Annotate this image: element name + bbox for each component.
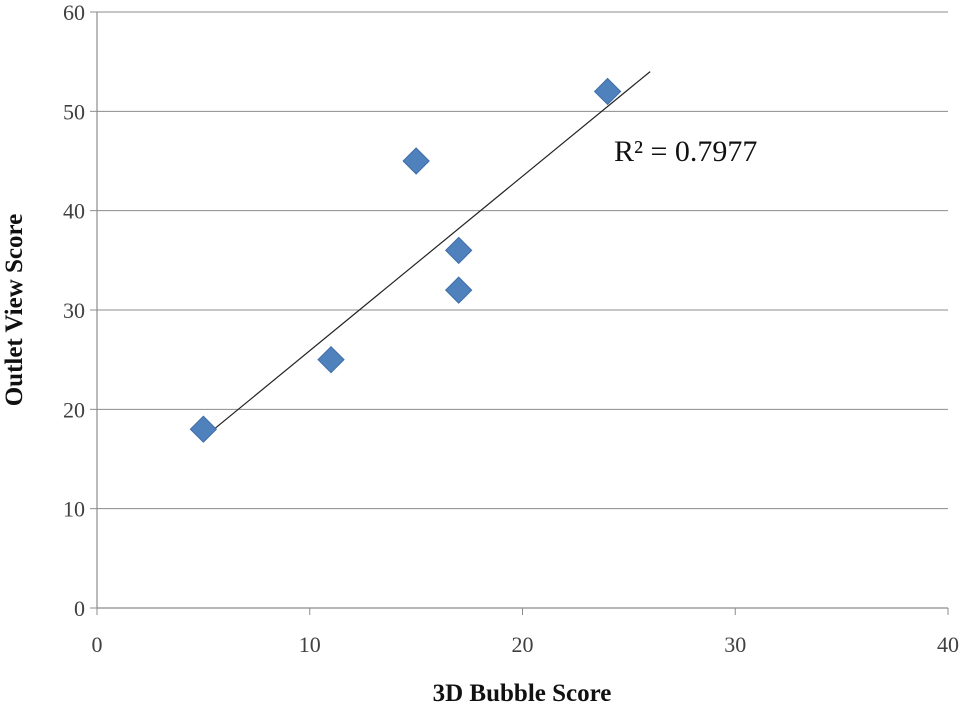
y-tick-label: 40: [63, 199, 85, 224]
trendline: [213, 71, 651, 430]
tick-labels: 0 10 20 30 40 50 60 0 10 20 30 40: [63, 0, 959, 657]
x-tick-label: 10: [299, 632, 321, 657]
y-tick-label: 20: [63, 397, 85, 422]
gridlines: [97, 11, 948, 510]
x-tick-label: 0: [92, 632, 103, 657]
y-tick-label: 50: [63, 99, 85, 124]
x-tick-label: 40: [937, 632, 959, 657]
y-tick-label: 10: [63, 497, 85, 522]
x-tick-label: 20: [512, 632, 534, 657]
x-tick-label: 30: [724, 632, 746, 657]
annotations: R² = 0.7977: [614, 135, 757, 168]
axes: [90, 11, 949, 615]
data-point: [402, 147, 430, 175]
data-point: [444, 236, 473, 265]
y-tick-label: 60: [63, 0, 85, 25]
x-axis-title: 3D Bubble Score: [433, 680, 612, 707]
data-point: [444, 276, 473, 304]
y-axis-title: Outlet View Score: [1, 214, 28, 407]
trendline-layer: [213, 71, 651, 430]
r-squared-annotation: R² = 0.7977: [614, 135, 757, 168]
y-tick-label: 0: [74, 596, 85, 621]
data-point: [189, 415, 218, 443]
y-tick-label: 30: [63, 298, 85, 323]
data-point: [317, 345, 345, 374]
data-point: [593, 77, 622, 106]
data-points: [189, 77, 622, 443]
